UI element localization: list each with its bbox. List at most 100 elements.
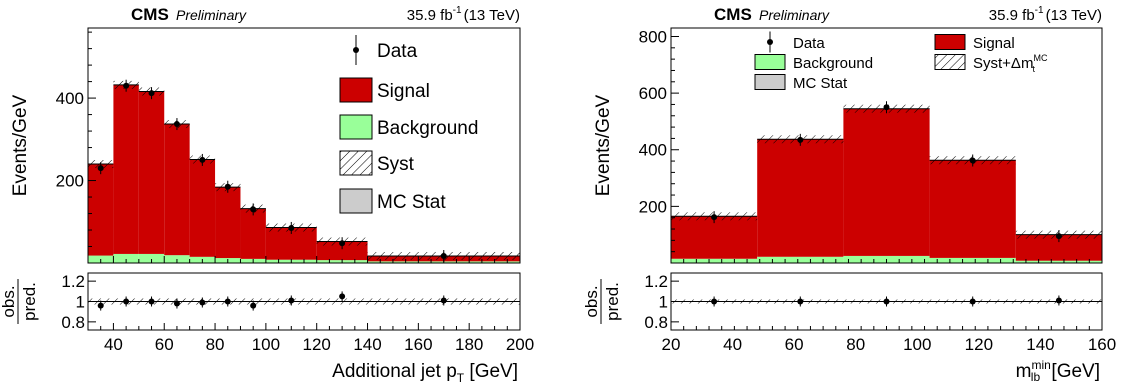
legend-label: Background xyxy=(793,55,873,72)
x-axis-label: Additional jet pT [GeV] xyxy=(332,361,518,385)
signal-bar xyxy=(929,160,1016,258)
ratio-y-tick-label: 0.8 xyxy=(644,313,668,332)
y-tick-label: 600 xyxy=(639,84,667,103)
legend-syst-swatch xyxy=(339,150,373,176)
legend-label: Data xyxy=(793,35,825,52)
legend-label: Syst xyxy=(377,154,415,175)
x-axis-label-unit: [GeV] xyxy=(464,361,518,382)
lumi-value: 35.9 fb xyxy=(989,7,1035,24)
y-tick-label: 800 xyxy=(639,27,667,46)
data-point xyxy=(199,156,206,163)
ratio-point xyxy=(1055,297,1062,304)
legend: Data Signal Background Syst MC Stat xyxy=(339,35,478,214)
y-tick-label: 200 xyxy=(639,197,667,216)
legend-label: Syst+ΔmMC t xyxy=(973,53,1048,74)
lumi-unit-sup: -1 xyxy=(1035,5,1044,16)
x-axis-label: mmin lb [GeV] xyxy=(1016,358,1100,384)
ratio-point xyxy=(711,298,718,305)
data-point xyxy=(97,165,104,172)
background-bar xyxy=(1015,260,1102,263)
y-tick-label: 200 xyxy=(56,172,84,191)
data-point xyxy=(148,90,155,97)
legend: Data Signal Background Syst+ΔmMC t MC Stat xyxy=(754,31,1048,92)
legend-label: Signal xyxy=(377,81,430,102)
x-axis-label-sup: min xyxy=(1031,358,1050,372)
lumi-value: 35.9 fb xyxy=(407,7,453,24)
panel-2: 200 400 600 800 Events/GeV CMS Preliminary 35.9… xyxy=(582,5,1116,384)
x-tick-label: 140 xyxy=(1026,335,1054,354)
legend-label: MC Stat xyxy=(377,192,446,213)
ratio-point xyxy=(969,298,976,305)
energy-label: (13 TeV) xyxy=(464,7,520,24)
ratio-y-tick-label: 1.2 xyxy=(644,272,668,291)
energy-label: (13 TeV) xyxy=(1046,7,1102,24)
ratio-panel: 0.81 1.2 obs. pred. xyxy=(0,272,521,332)
legend-mcstat-swatch xyxy=(339,188,373,214)
x-tick-label: 120 xyxy=(303,335,331,354)
x-tick-label: 160 xyxy=(404,335,432,354)
background-bar xyxy=(671,258,758,263)
background-bar xyxy=(757,256,844,263)
data-point xyxy=(797,136,804,143)
background-bar xyxy=(138,253,165,263)
x-tick-label: 40 xyxy=(104,335,123,354)
preliminary-label: Preliminary xyxy=(176,7,247,23)
signal-bar xyxy=(189,159,216,257)
x-axis-label-unit: [GeV] xyxy=(1046,361,1100,382)
signal-bar xyxy=(113,84,139,254)
x-tick-label: 200 xyxy=(506,335,534,354)
ratio-point xyxy=(883,298,890,305)
data-point xyxy=(224,183,231,190)
background-bar xyxy=(113,253,139,263)
ratio-y-tick-label: 1 xyxy=(76,293,85,312)
ratio-label-bottom: pred. xyxy=(20,282,39,321)
legend-data-marker xyxy=(767,39,773,45)
cms-label: CMS xyxy=(131,5,169,24)
ratio-point xyxy=(123,298,130,305)
signal-bar xyxy=(671,216,758,259)
x-tick-label: 100 xyxy=(252,335,280,354)
data-point xyxy=(288,224,295,231)
legend-mcstat-swatch xyxy=(754,74,786,90)
ratio-point xyxy=(199,299,206,306)
y-axis-label: Events/GeV xyxy=(593,94,614,196)
data-point xyxy=(1055,233,1062,240)
signal-bar xyxy=(215,187,241,259)
x-tick-label: 100 xyxy=(903,335,931,354)
lumi-label: 35.9 fb-1 (13 TeV) xyxy=(989,5,1102,24)
signal-bar xyxy=(164,124,190,256)
ratio-point xyxy=(250,302,257,309)
data-point xyxy=(123,82,130,89)
ratio-point xyxy=(440,297,447,304)
ratio-panel: 0.81 1.2 obs. pred. xyxy=(582,272,1103,332)
x-tick-label: 80 xyxy=(846,335,865,354)
ratio-point xyxy=(148,298,155,305)
data-point xyxy=(339,240,346,247)
signal-bar xyxy=(316,241,368,261)
y-tick-label: 400 xyxy=(56,89,84,108)
data-point xyxy=(173,121,180,128)
legend-label: Signal xyxy=(973,35,1015,52)
data-point xyxy=(883,104,890,111)
ratio-label-top: obs. xyxy=(582,285,601,317)
x-axis-label-sub: lb xyxy=(1031,370,1041,384)
ratio-y-tick-label: 0.8 xyxy=(61,313,85,332)
legend-label: MC Stat xyxy=(793,75,848,92)
ratio-point xyxy=(339,293,346,300)
x-tick-label: 80 xyxy=(206,335,225,354)
y-axis-label: Events/GeV xyxy=(10,94,31,196)
x-tick-label: 120 xyxy=(965,335,993,354)
x-tick-label: 60 xyxy=(785,335,804,354)
ratio-label-bottom: pred. xyxy=(603,282,622,321)
ratio-label-top: obs. xyxy=(0,285,18,317)
x-axis-label-sub: T xyxy=(457,371,465,385)
x-tick-label: 160 xyxy=(1088,335,1116,354)
legend-data-marker xyxy=(353,47,359,53)
signal-bar xyxy=(88,164,114,256)
ratio-point xyxy=(173,300,180,307)
data-point xyxy=(969,157,976,164)
signal-bar xyxy=(138,91,165,254)
x-tick-label: 140 xyxy=(353,335,381,354)
x-axis-label-main: m xyxy=(1016,361,1032,382)
lumi-label: 35.9 fb-1 (13 TeV) xyxy=(407,5,520,24)
